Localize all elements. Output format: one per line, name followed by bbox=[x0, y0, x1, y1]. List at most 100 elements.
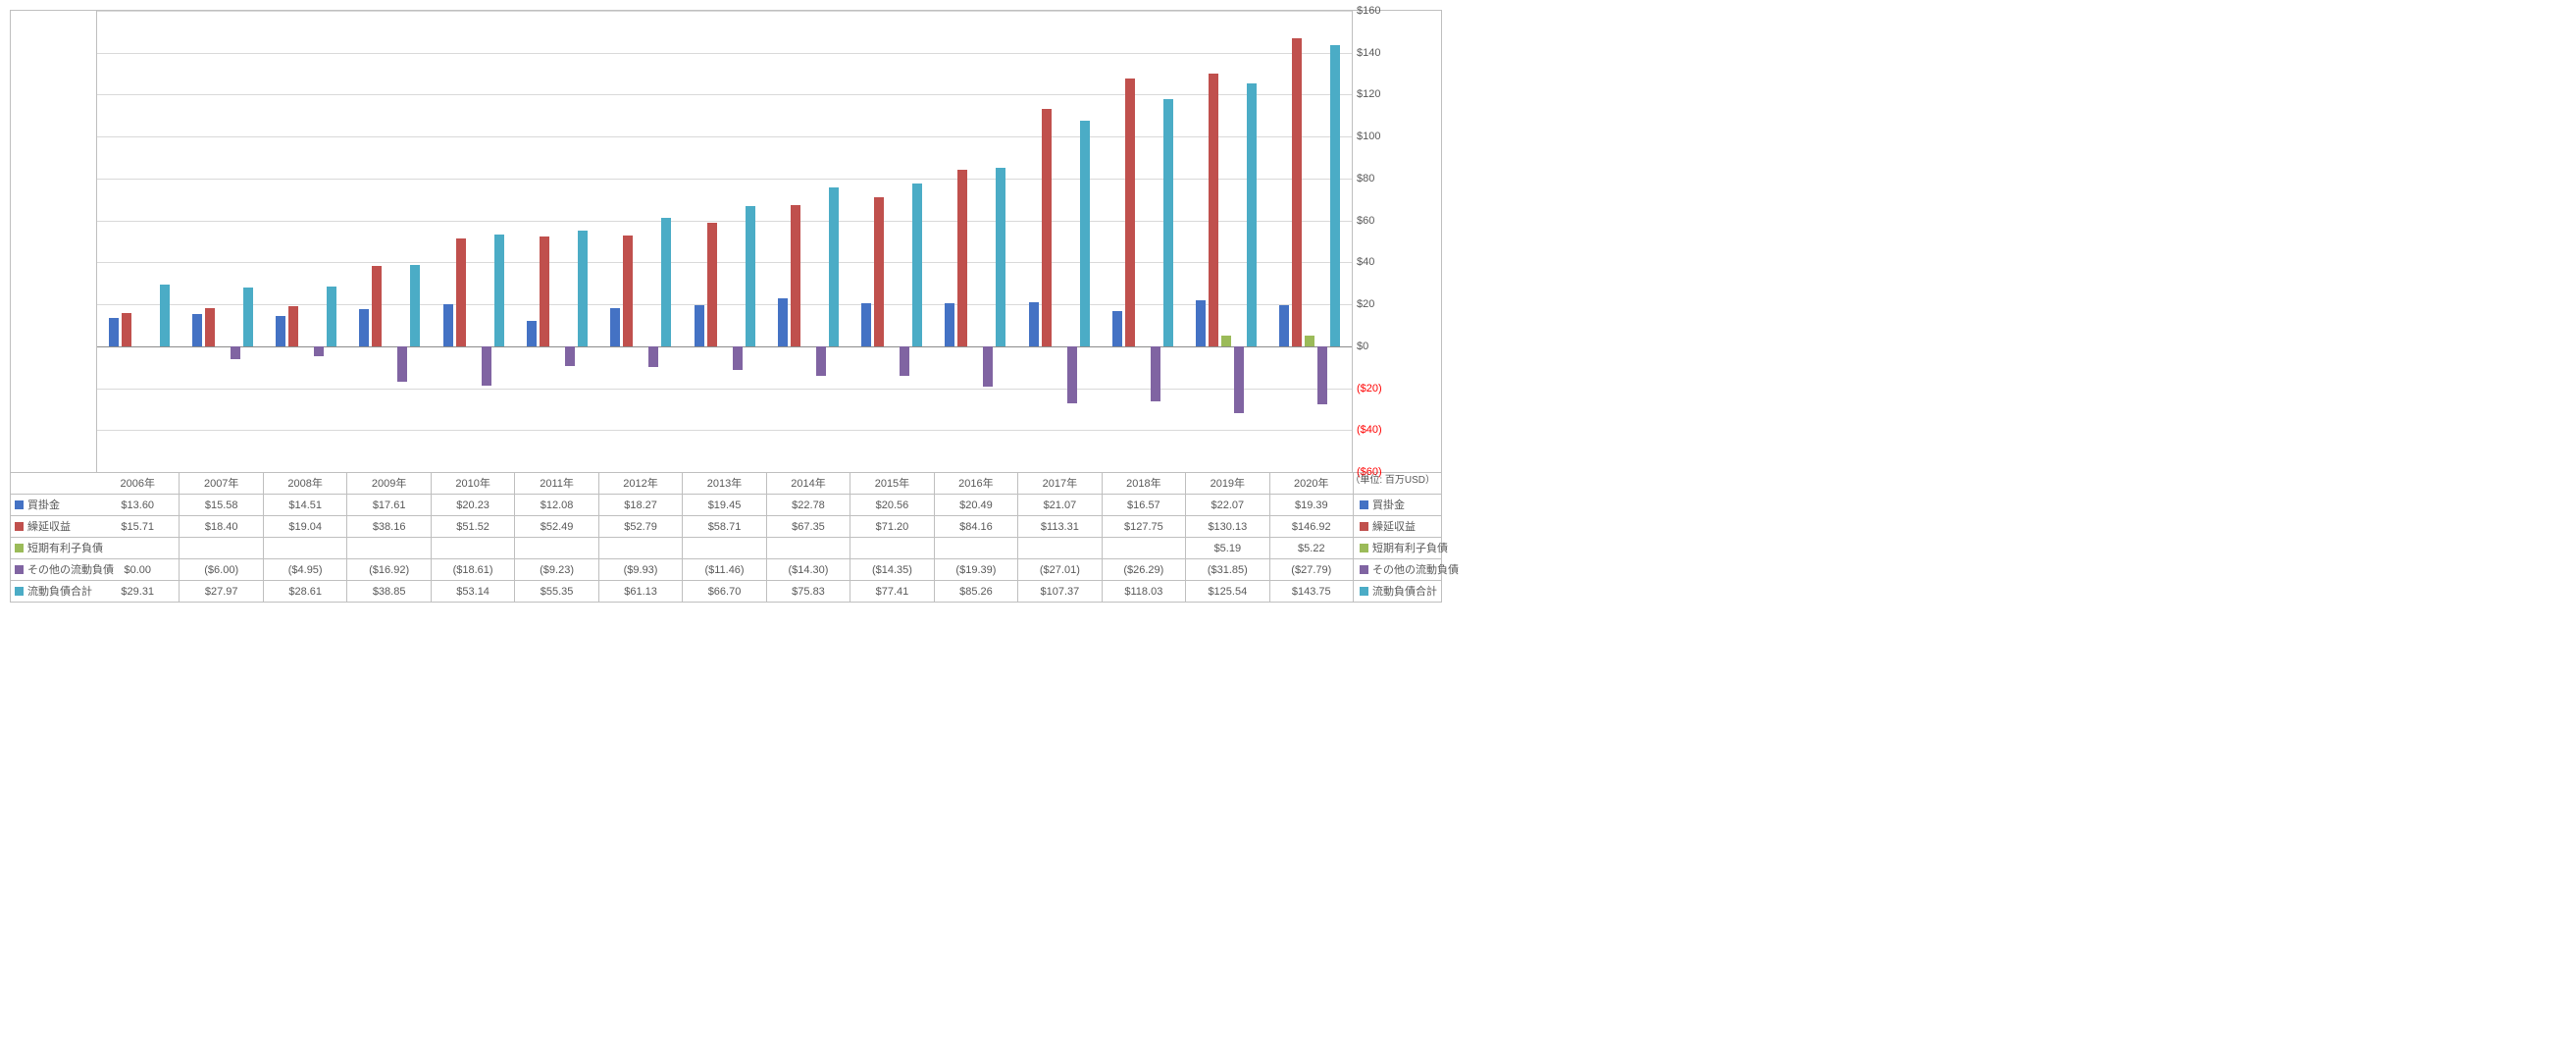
bar-ap bbox=[1029, 302, 1039, 346]
data-cell: ($9.93) bbox=[598, 559, 682, 580]
plot-area: ($60)($40)($20)$0$20$40$60$80$100$120$14… bbox=[96, 11, 1353, 472]
swatch-icon bbox=[15, 500, 24, 509]
y-tick-label: $60 bbox=[1357, 215, 1406, 227]
y-tick-label: $40 bbox=[1357, 256, 1406, 268]
data-cell: $146.92 bbox=[1269, 516, 1353, 537]
data-cell: ($26.29) bbox=[1102, 559, 1185, 580]
data-cell bbox=[514, 538, 597, 558]
y-tick-label: $160 bbox=[1357, 5, 1406, 17]
y-tick-label: $80 bbox=[1357, 173, 1406, 184]
year-header-cell: 2012年 bbox=[598, 473, 682, 494]
data-cell bbox=[431, 538, 514, 558]
y-tick-label: $20 bbox=[1357, 298, 1406, 310]
bar-ap bbox=[192, 314, 202, 346]
bar-total bbox=[829, 187, 839, 346]
data-table: 買掛金繰延収益短期有利子負債その他の流動負債流動負債合計 2006年2007年2… bbox=[11, 472, 1441, 602]
bar-total bbox=[243, 288, 253, 346]
bar-def bbox=[1292, 38, 1302, 346]
data-cell: $58.71 bbox=[682, 516, 765, 537]
data-cell: $55.35 bbox=[514, 581, 597, 602]
bar-ap bbox=[778, 298, 788, 346]
zero-line bbox=[97, 346, 1352, 347]
data-cell: $107.37 bbox=[1017, 581, 1101, 602]
data-cell: ($27.79) bbox=[1269, 559, 1353, 580]
data-cell: $5.22 bbox=[1269, 538, 1353, 558]
bar-total bbox=[996, 168, 1005, 346]
data-cell: $113.31 bbox=[1017, 516, 1101, 537]
row-label-other: その他の流動負債 bbox=[11, 558, 96, 580]
bar-other bbox=[983, 346, 993, 387]
bar-total bbox=[160, 285, 170, 346]
data-row-total: $29.31$27.97$28.61$38.85$53.14$55.35$61.… bbox=[96, 580, 1353, 602]
bar-other bbox=[1151, 346, 1160, 401]
bar-total bbox=[327, 287, 336, 346]
bar-std bbox=[1305, 336, 1314, 346]
data-cell bbox=[263, 538, 346, 558]
legend-item-ap: 買掛金 bbox=[1353, 494, 1441, 515]
data-cell: ($14.35) bbox=[850, 559, 933, 580]
data-cell: $19.39 bbox=[1269, 495, 1353, 515]
row-label-text: 繰延収益 bbox=[27, 516, 71, 538]
bar-ap bbox=[443, 304, 453, 346]
data-cell bbox=[682, 538, 765, 558]
bar-total bbox=[1247, 83, 1257, 346]
bar-ap bbox=[610, 308, 620, 346]
data-cell: $5.19 bbox=[1185, 538, 1268, 558]
swatch-icon bbox=[15, 522, 24, 531]
bar-ap bbox=[861, 303, 871, 346]
bar-total bbox=[494, 235, 504, 346]
data-cell: ($18.61) bbox=[431, 559, 514, 580]
y-tick-label: $120 bbox=[1357, 88, 1406, 100]
year-header-cell: 2015年 bbox=[850, 473, 933, 494]
data-cell: $18.40 bbox=[179, 516, 262, 537]
swatch-icon bbox=[1360, 522, 1368, 531]
bar-ap bbox=[945, 303, 954, 346]
bar-other bbox=[1067, 346, 1077, 403]
gridline bbox=[97, 430, 1352, 431]
row-label-std: 短期有利子負債 bbox=[11, 537, 96, 558]
bar-ap bbox=[527, 321, 537, 346]
year-header-cell: 2017年 bbox=[1017, 473, 1101, 494]
bar-total bbox=[410, 265, 420, 346]
data-cell: $20.23 bbox=[431, 495, 514, 515]
y-tick-label: $140 bbox=[1357, 47, 1406, 59]
data-cell: $52.49 bbox=[514, 516, 597, 537]
bar-ap bbox=[1112, 311, 1122, 345]
bar-ap bbox=[109, 318, 119, 346]
data-cell: $22.07 bbox=[1185, 495, 1268, 515]
data-cell: $38.16 bbox=[346, 516, 430, 537]
data-cell: $53.14 bbox=[431, 581, 514, 602]
bar-def bbox=[1209, 74, 1218, 346]
y-tick-label: ($20) bbox=[1357, 383, 1406, 394]
swatch-icon bbox=[15, 565, 24, 574]
y-axis-unit-label: （単位: 百万USD） bbox=[1350, 471, 1435, 486]
legend-label: 短期有利子負債 bbox=[1372, 538, 1448, 559]
data-cell: $85.26 bbox=[934, 581, 1017, 602]
legend-label: 買掛金 bbox=[1372, 495, 1405, 516]
data-cell: $66.70 bbox=[682, 581, 765, 602]
year-header-cell: 2011年 bbox=[514, 473, 597, 494]
data-cell: ($9.23) bbox=[514, 559, 597, 580]
data-cell: $75.83 bbox=[766, 581, 850, 602]
data-cell: $15.58 bbox=[179, 495, 262, 515]
data-cell: $125.54 bbox=[1185, 581, 1268, 602]
data-cell: $28.61 bbox=[263, 581, 346, 602]
data-row-other: $0.00($6.00)($4.95)($16.92)($18.61)($9.2… bbox=[96, 558, 1353, 580]
data-cell: $22.78 bbox=[766, 495, 850, 515]
bar-total bbox=[1163, 99, 1173, 346]
data-cell: $71.20 bbox=[850, 516, 933, 537]
data-cell bbox=[850, 538, 933, 558]
data-cell: ($16.92) bbox=[346, 559, 430, 580]
row-label-text: 短期有利子負債 bbox=[27, 538, 103, 559]
year-header-cell: 2010年 bbox=[431, 473, 514, 494]
bar-other bbox=[900, 346, 909, 377]
data-grid: 2006年2007年2008年2009年2010年2011年2012年2013年… bbox=[96, 472, 1353, 602]
data-cell: $21.07 bbox=[1017, 495, 1101, 515]
bar-other bbox=[1317, 346, 1327, 404]
data-cell: $19.04 bbox=[263, 516, 346, 537]
bar-ap bbox=[276, 316, 285, 346]
data-cell: $118.03 bbox=[1102, 581, 1185, 602]
legend-column: 買掛金繰延収益短期有利子負債その他の流動負債流動負債合計 bbox=[1353, 472, 1441, 602]
swatch-icon bbox=[15, 587, 24, 596]
bar-def bbox=[957, 170, 967, 346]
